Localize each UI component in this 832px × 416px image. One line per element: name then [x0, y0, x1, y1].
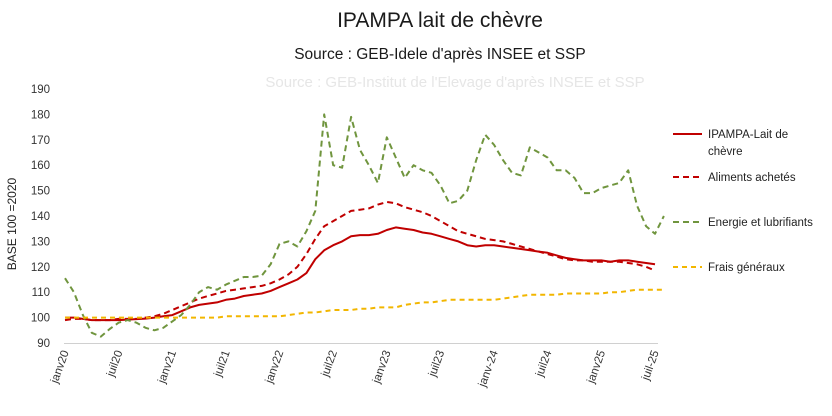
chart-subtitle: Source : GEB-Idele d'après INSEE et SSP	[294, 46, 586, 63]
y-tick-label: 190	[31, 84, 50, 96]
x-tick-label: janv22	[263, 349, 286, 386]
chart-title: IPAMPA lait de chèvre	[337, 9, 543, 32]
x-tick-label: janv25	[585, 349, 608, 386]
y-tick-label: 170	[31, 135, 50, 147]
y-tick-label: 90	[37, 338, 50, 350]
series-line-3	[65, 288, 664, 319]
x-axis: janv20 juil20 janv21 juil21 janv22 juil22 janv…	[49, 348, 662, 389]
legend-label-0: chèvre	[708, 146, 743, 158]
y-tick-label: 160	[31, 160, 50, 172]
x-tick-label: janv23	[370, 349, 393, 386]
y-tick-label: 130	[31, 236, 50, 248]
y-tick-label: 150	[31, 186, 50, 198]
y-axis: 90 100 110 120 130 140 150 160 170 180 190	[31, 84, 50, 350]
x-tick-label: juil23	[426, 349, 447, 379]
legend-label-3: Frais généraux	[708, 262, 785, 274]
x-tick-label: juil24	[534, 348, 555, 379]
x-tick-label: janv21	[156, 349, 179, 386]
x-tick-label: juil21	[212, 349, 233, 379]
legend-label-2: Energie et lubrifiants	[708, 217, 813, 229]
y-axis-label: BASE 100 =2020	[5, 177, 19, 270]
series-line-0	[65, 226, 656, 322]
x-tick-label: janv20	[49, 349, 72, 386]
y-tick-label: 100	[31, 313, 50, 325]
series-line-2	[64, 113, 665, 338]
x-tick-label: juil20	[105, 349, 126, 379]
chart-watermark: Source : GEB-Institut de l'Elevage d'apr…	[265, 74, 644, 91]
legend-label-1: Aliments achetés	[708, 172, 796, 184]
plot-area	[64, 113, 665, 338]
x-tick-label: janv-24	[476, 348, 501, 389]
y-tick-label: 120	[31, 262, 50, 274]
series-line-1	[64, 201, 656, 322]
x-tick-label: juil22	[319, 349, 340, 379]
x-tick-label: juil-25	[640, 349, 662, 383]
legend-label-0: IPAMPA-Lait de	[708, 129, 788, 141]
legend: IPAMPA-Lait de chèvre Aliments achetés Ener…	[673, 129, 813, 274]
y-tick-label: 140	[31, 211, 50, 223]
y-tick-label: 180	[31, 109, 50, 121]
y-tick-label: 110	[32, 287, 50, 299]
